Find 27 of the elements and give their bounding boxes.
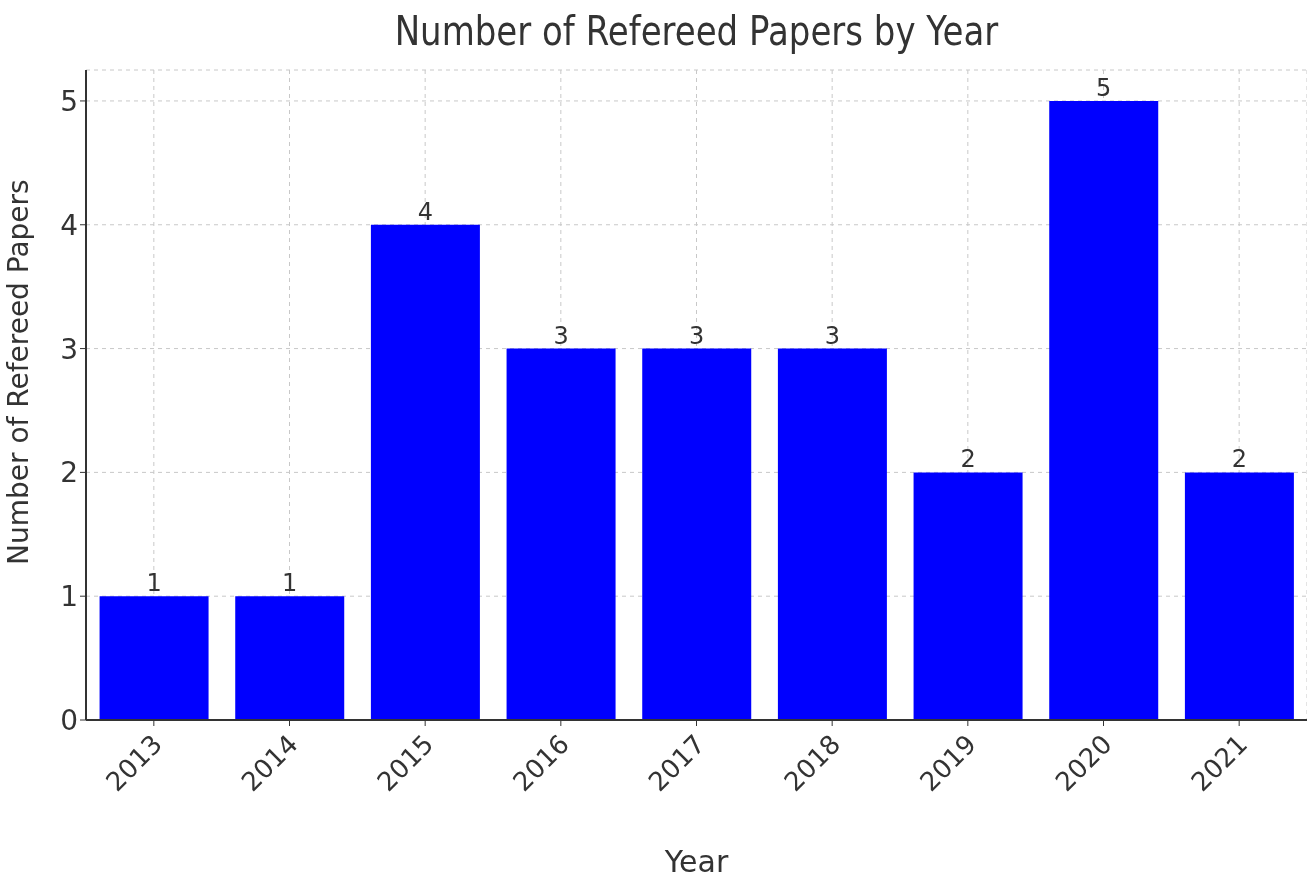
y-tick-label: 2: [60, 456, 78, 490]
data-label: 3: [824, 321, 841, 350]
data-label: 3: [553, 321, 569, 350]
data-label: 4: [417, 197, 434, 226]
x-axis-title: Year: [663, 844, 729, 878]
y-tick-label: 1: [60, 580, 78, 614]
bar: [642, 348, 752, 720]
y-axis-title: Number of Refereed Papers: [1, 179, 35, 565]
bar: [99, 596, 209, 720]
bar: [913, 472, 1023, 720]
data-label: 1: [282, 569, 298, 598]
bar: [506, 348, 616, 720]
y-tick-label: 4: [60, 208, 78, 242]
bar: [777, 348, 887, 720]
y-tick-label: 0: [60, 703, 78, 737]
data-label: 2: [960, 445, 976, 474]
data-label: 1: [146, 569, 162, 598]
bar: [1049, 100, 1159, 720]
data-label: 2: [1231, 445, 1248, 474]
data-label: 3: [689, 321, 705, 350]
bar: [235, 596, 345, 720]
chart-title: Number of Refereed Papers by Year: [393, 8, 1000, 54]
data-label: 5: [1096, 73, 1112, 102]
y-tick-label: 3: [60, 332, 78, 366]
bar: [370, 224, 480, 720]
y-tick-label: 5: [60, 84, 78, 118]
bar: [1184, 472, 1294, 720]
